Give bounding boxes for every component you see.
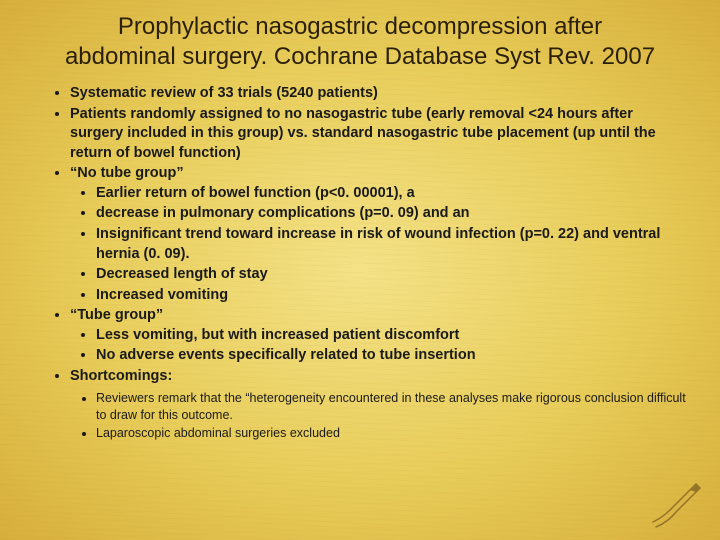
bullet-item: Shortcomings: Reviewers remark that the …	[70, 367, 690, 442]
sub-bullet-item: Decreased length of stay	[96, 265, 690, 285]
bullet-text: “Tube group”	[70, 307, 163, 323]
bullet-text: “No tube group”	[70, 165, 184, 181]
sub-bullet-item: Earlier return of bowel function (p<0. 0…	[96, 184, 690, 204]
sub-bullet-list: Earlier return of bowel function (p<0. 0…	[70, 184, 690, 305]
bullet-item: Systematic review of 33 trials (5240 pat…	[70, 84, 690, 104]
slide-title: Prophylactic nasogastric decompression a…	[30, 12, 690, 72]
sub-bullet-item: Reviewers remark that the “heterogeneity…	[96, 390, 690, 424]
sub-bullet-item: No adverse events specifically related t…	[96, 346, 690, 366]
sub-bullet-item: Insignificant trend toward increase in r…	[96, 225, 690, 264]
slide-content: Systematic review of 33 trials (5240 pat…	[30, 84, 690, 442]
slide-container: Prophylactic nasogastric decompression a…	[0, 0, 720, 540]
sub-bullet-list: Less vomiting, but with increased patien…	[70, 326, 690, 366]
sub-bullet-list-small: Reviewers remark that the “heterogeneity…	[70, 390, 690, 442]
sub-bullet-item: Less vomiting, but with increased patien…	[96, 326, 690, 346]
sub-bullet-item: Laparoscopic abdominal surgeries exclude…	[96, 425, 690, 442]
bullet-text: Shortcomings:	[70, 368, 172, 384]
sub-bullet-item: decrease in pulmonary complications (p=0…	[96, 204, 690, 224]
bullet-item: “No tube group” Earlier return of bowel …	[70, 164, 690, 305]
brush-ornament-icon	[648, 482, 708, 532]
bullet-list: Systematic review of 33 trials (5240 pat…	[48, 84, 690, 442]
bullet-item: “Tube group” Less vomiting, but with inc…	[70, 306, 690, 366]
bullet-item: Patients randomly assigned to no nasogas…	[70, 105, 690, 164]
sub-bullet-item: Increased vomiting	[96, 286, 690, 306]
